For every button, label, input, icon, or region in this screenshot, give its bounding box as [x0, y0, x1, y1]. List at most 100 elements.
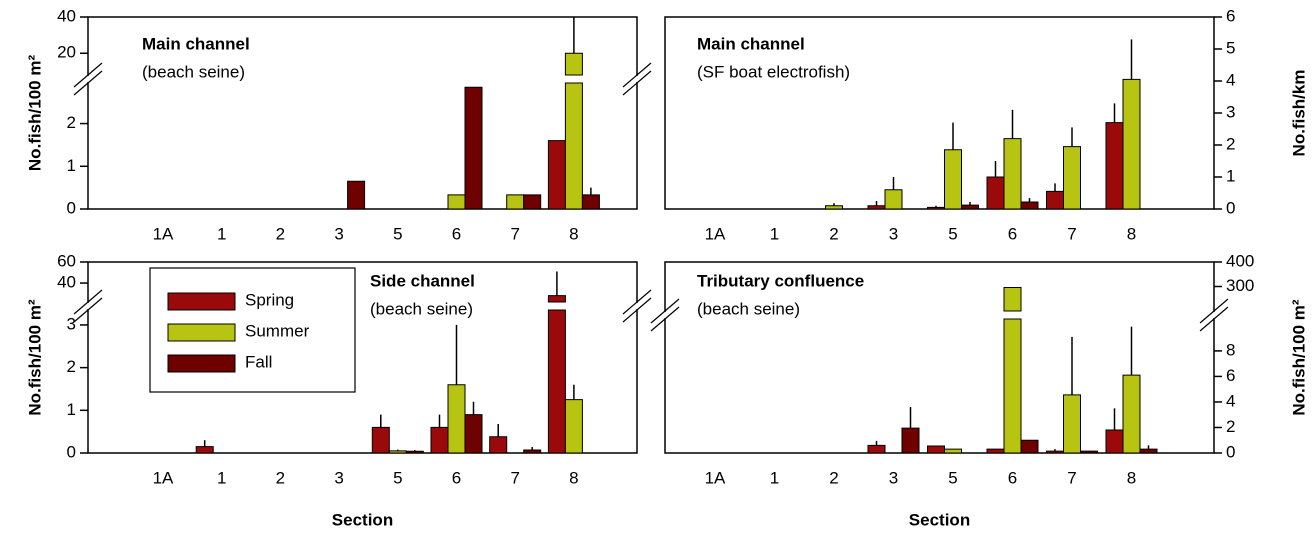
x-tick-label: 7	[1067, 224, 1076, 243]
bar	[986, 176, 1005, 210]
x-tick-label: 1	[217, 468, 226, 487]
x-tick-label: 6	[452, 224, 461, 243]
x-tick-label: 1A	[705, 224, 726, 243]
y-axis-label: No.fish/km	[1289, 70, 1308, 157]
x-tick-label: 7	[510, 224, 519, 243]
y-tick-label: 1	[1226, 166, 1235, 185]
panel-subtitle: (beach seine)	[697, 299, 800, 318]
bar	[1046, 190, 1064, 210]
x-tick-label: 6	[452, 468, 461, 487]
x-tick-label: 5	[393, 468, 402, 487]
y-tick-label: 6	[1226, 366, 1235, 385]
bar	[927, 206, 945, 210]
y-tick-label: 3	[1226, 102, 1235, 121]
axis-break	[73, 62, 103, 88]
legend-swatch	[167, 323, 236, 342]
panel-subtitle: (beach seine)	[370, 299, 473, 318]
bar	[464, 414, 483, 454]
x-axis-label: Section	[909, 510, 970, 529]
axis-break	[73, 289, 103, 315]
bar	[961, 204, 979, 210]
y-tick-label: 40	[57, 273, 76, 292]
y-tick-label: 0	[1226, 198, 1235, 217]
bar	[1063, 394, 1081, 454]
y-tick-label: 2	[67, 113, 76, 132]
y-tick-label: 2	[1226, 134, 1235, 153]
y-tick-label: 0	[67, 442, 76, 461]
x-tick-label: 8	[1127, 224, 1136, 243]
x-tick-label: 1A	[153, 224, 174, 243]
axis-break	[622, 289, 652, 315]
bar	[430, 426, 449, 454]
axis-break-gap	[87, 76, 638, 82]
x-tick-label: 5	[948, 468, 957, 487]
y-tick-label: 5	[1226, 38, 1235, 57]
axis-break	[1199, 298, 1229, 324]
legend-label: Fall	[245, 352, 272, 371]
panel-subtitle: (beach seine)	[142, 62, 245, 81]
x-tick-label: 1	[770, 468, 779, 487]
x-tick-label: 1A	[153, 468, 174, 487]
x-tick-label: 8	[1127, 468, 1136, 487]
y-tick-label: 60	[57, 251, 76, 270]
bar	[825, 205, 843, 210]
bar	[1003, 286, 1022, 454]
bar	[447, 384, 466, 454]
bar	[388, 450, 407, 454]
panel-subtitle: (SF boat electrofish)	[697, 62, 850, 81]
axis-break	[622, 70, 652, 96]
axis-break-gap	[87, 303, 638, 309]
bar	[564, 399, 583, 454]
bar	[927, 445, 945, 454]
legend-label: Spring	[245, 290, 294, 309]
bar	[867, 444, 886, 454]
bar	[1003, 138, 1022, 210]
x-tick-label: 7	[1067, 468, 1076, 487]
bar	[405, 450, 424, 454]
y-tick-label: 3	[67, 314, 76, 333]
y-axis-label: No.fish/100 m²	[1289, 299, 1308, 416]
bar	[547, 140, 566, 210]
bar	[1105, 122, 1124, 210]
bar	[884, 189, 903, 210]
panel-title: Main channel	[142, 34, 250, 53]
bar	[564, 52, 583, 210]
x-tick-label: 1A	[705, 468, 726, 487]
bar	[347, 180, 366, 210]
bar	[547, 295, 566, 454]
x-tick-label: 2	[829, 224, 838, 243]
bar	[489, 436, 508, 454]
bar	[1139, 448, 1158, 454]
bar	[447, 194, 466, 210]
y-tick-label: 6	[1226, 6, 1235, 25]
bar	[1020, 439, 1039, 454]
bar	[464, 86, 483, 210]
legend-swatch	[167, 292, 236, 311]
x-tick-label: 2	[276, 468, 285, 487]
bar	[944, 149, 962, 210]
panel-title: Tributary confluence	[697, 271, 864, 290]
x-tick-label: 5	[948, 224, 957, 243]
x-tick-label: 5	[393, 224, 402, 243]
bar	[195, 446, 214, 454]
legend-label: Summer	[245, 321, 310, 340]
axis-break	[650, 298, 680, 324]
bar	[1046, 450, 1064, 454]
y-axis-label: No.fish/100 m²	[25, 55, 44, 172]
x-tick-label: 6	[1008, 224, 1017, 243]
legend-swatch	[167, 354, 236, 373]
y-tick-label: 300	[1226, 276, 1254, 295]
y-tick-label: 0	[1226, 442, 1235, 461]
bar	[901, 427, 920, 454]
bar	[506, 194, 525, 210]
x-tick-label: 6	[1008, 468, 1017, 487]
bar	[1080, 450, 1098, 454]
y-tick-label: 4	[1226, 70, 1235, 89]
y-tick-label: 2	[67, 357, 76, 376]
axis-break	[73, 297, 103, 323]
bar	[1122, 374, 1141, 454]
x-tick-label: 3	[889, 224, 898, 243]
y-tick-label: 40	[57, 6, 76, 25]
x-tick-label: 7	[510, 468, 519, 487]
